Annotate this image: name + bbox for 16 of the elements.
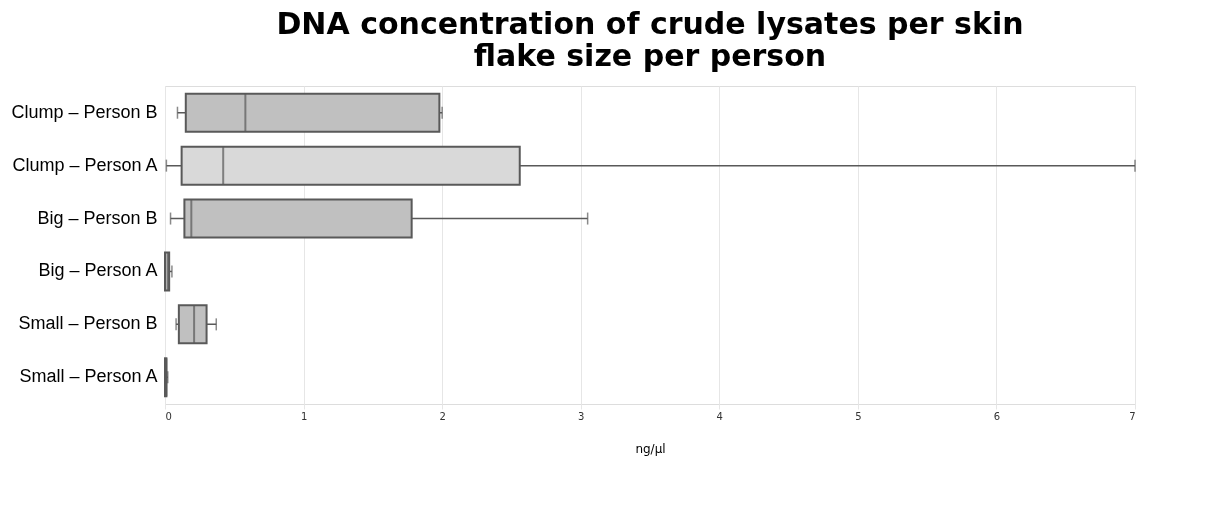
- y-tick-label: Small – Person A: [19, 366, 158, 387]
- x-tick-label: 2: [439, 410, 446, 422]
- y-tick-label: Big – Person A: [38, 260, 158, 281]
- y-tick-label: Big – Person B: [37, 207, 158, 228]
- x-tick-label: 6: [993, 410, 1001, 422]
- x-tick-label: 5: [855, 410, 862, 422]
- x-tick-label: 4: [716, 410, 723, 422]
- x-tick-label: 0: [165, 410, 172, 422]
- x-tick-label: 3: [578, 410, 585, 422]
- y-tick-label: Clump – Person B: [11, 101, 158, 122]
- x-tick-label: 7: [1129, 410, 1136, 422]
- x-tick-label: 1: [300, 410, 308, 422]
- x-axis-title: ng/µl: [635, 441, 666, 456]
- text: DNA concentration of crude lysates per skin: [276, 6, 1024, 41]
- y-tick-label: Clump – Person A: [12, 154, 158, 175]
- y-tick-label: Small – Person B: [18, 313, 158, 334]
